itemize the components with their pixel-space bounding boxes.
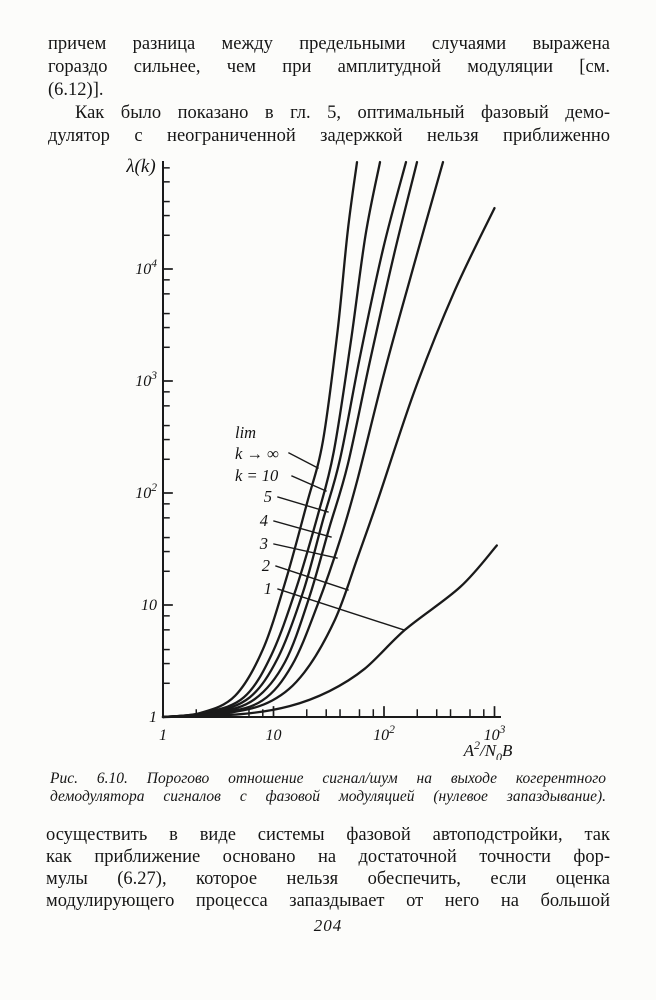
y-axis-title: λ(k)	[125, 156, 155, 177]
curve-label: 2	[262, 556, 270, 575]
x-tick-label: 103	[484, 724, 506, 744]
curve-k1	[161, 544, 498, 719]
chart-axes	[162, 161, 501, 718]
curve-label: 4	[260, 511, 268, 530]
text-line: причем разница между предельными случаям…	[48, 34, 610, 54]
curve-label: lim	[235, 423, 256, 442]
curve-label: 3	[259, 534, 268, 553]
leader-line	[277, 496, 329, 513]
y-tick-label: 104	[135, 258, 157, 278]
x-tick-label: 1	[159, 727, 167, 744]
text-line: Как было показано в гл. 5, оптимальный ф…	[75, 103, 610, 123]
page-number: 204	[313, 916, 343, 935]
paragraph-top: причем разница между предельными случаям…	[48, 33, 610, 148]
curve-k5	[161, 160, 408, 719]
leader-line	[277, 588, 405, 631]
curve-k10	[161, 160, 382, 719]
text-line: дулятор с неограниченной задержкой нельз…	[48, 126, 610, 146]
curve-k3	[161, 160, 445, 719]
x-axis-title: A2/N0B	[463, 738, 513, 760]
x-tick-label: 102	[373, 724, 395, 744]
curve-label: k → ∞	[235, 444, 279, 463]
figure-6-10-chart: 1 10 102 103 104 1 10 102 103 λ(k) A2/N0B lim k → ∞…	[125, 156, 513, 760]
x-tick-label: 10	[266, 727, 282, 744]
text-line: (6.12)].	[48, 80, 104, 100]
paragraph-bottom: осуществить в виде системы фазовой автоп…	[46, 824, 610, 912]
chart-annotations: lim k → ∞ k = 10 5 4 3 2 1	[235, 423, 405, 631]
curve-k4	[161, 160, 419, 719]
y-tick-label: 103	[135, 370, 157, 390]
text-line: гораздо сильнее, чем при амплитудной мод…	[48, 57, 610, 77]
leader-line	[288, 452, 319, 469]
text-line: демодулятора сигналов с фазовой модуляци…	[50, 787, 606, 805]
text-line: как приближение основано на достаточной …	[46, 847, 610, 867]
text-line: модулирующего процесса запаздывает от не…	[46, 891, 610, 911]
curve-label: k = 10	[235, 466, 279, 485]
leader-line	[275, 565, 349, 591]
y-tick-label: 10	[141, 597, 157, 614]
text-line: мулы (6.27), которое нельзя обеспечить, …	[46, 869, 610, 889]
leader-line	[273, 543, 338, 559]
text-line: Рис. 6.10. Порогово отношение сигнал/шум…	[50, 770, 606, 787]
leader-line	[273, 520, 332, 538]
curve-k2	[161, 206, 496, 719]
curve-label: 1	[264, 579, 272, 598]
chart-curves	[161, 160, 498, 719]
text-line: осуществить в виде системы фазовой автоп…	[46, 825, 610, 845]
y-tick-label: 102	[135, 482, 157, 502]
curve-label: 5	[264, 487, 272, 506]
figure-caption: Рис. 6.10. Порогово отношение сигнал/шум…	[50, 770, 606, 805]
chart-tick-labels: 1 10 102 103 104 1 10 102 103 λ(k) A2/N0B	[125, 156, 513, 760]
curve-k	[161, 160, 359, 719]
leader-line	[291, 475, 327, 492]
y-tick-label: 1	[149, 709, 157, 726]
